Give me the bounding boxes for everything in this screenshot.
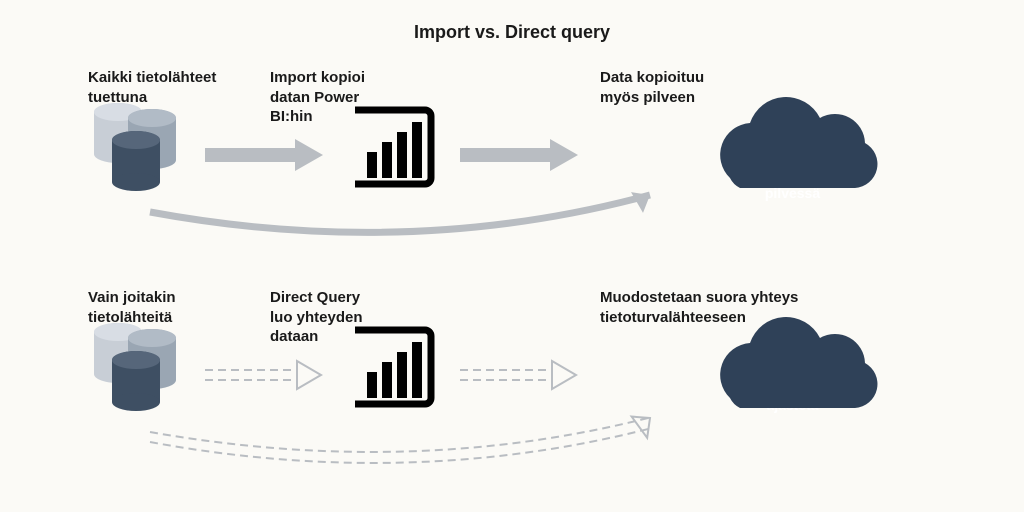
powerbi2-icon	[355, 330, 431, 404]
r2-curve-arrow-icon	[150, 418, 648, 452]
r1-cloud-icon	[720, 97, 877, 188]
r2-arrow2-icon	[460, 361, 576, 389]
r1-arrow2-icon	[460, 139, 578, 171]
r1-arrow1-icon	[205, 139, 323, 171]
powerbi-icon	[355, 110, 431, 184]
r2-arrow1-icon	[205, 361, 321, 389]
r2-curve-arrow2-icon	[150, 428, 652, 463]
r2-cloud-icon	[720, 317, 877, 408]
datasources2-icon	[94, 323, 176, 411]
diagram-stage	[0, 0, 1024, 512]
r1-curve-arrow-icon	[150, 195, 650, 232]
datasources-icon	[94, 103, 176, 191]
